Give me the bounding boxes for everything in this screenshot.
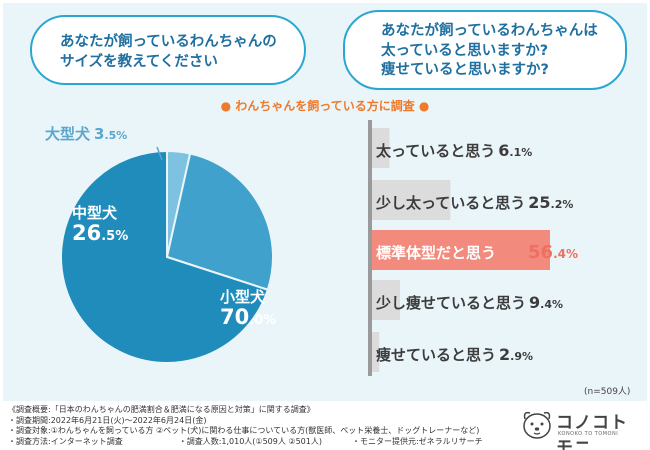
bar-label-slightly-fat: 少し太っていると思う 25.2% bbox=[376, 192, 573, 213]
bar-value-label: 9.4% bbox=[529, 293, 564, 312]
footer-line: ・調査期間:2022年6月21日(火)～2022年6月24日(金) bbox=[8, 415, 207, 425]
bar-label-thin: 痩せていると思う 2.9% bbox=[376, 344, 533, 365]
bar-slightly-fat bbox=[370, 180, 451, 220]
pie-slice-medium bbox=[165, 152, 274, 292]
survey-footer: 《調査概要:「日本のわんちゃんの肥満割合＆肥満になる原因と対策」に関する調査》 … bbox=[8, 405, 483, 447]
survey-target-text: わんちゃんを飼っている方に調査 bbox=[235, 99, 415, 113]
bar-category-label: 少し太っていると思う bbox=[376, 194, 526, 212]
dog-face-icon bbox=[523, 411, 551, 439]
pie-slice-small bbox=[60, 149, 270, 364]
bar-thin bbox=[370, 332, 380, 372]
bar-value-label: 25.2% bbox=[528, 193, 574, 212]
pie-value-label: 70.0% bbox=[220, 304, 277, 329]
dot-icon: ● bbox=[220, 99, 232, 113]
pie-value-label: 26.5% bbox=[72, 220, 129, 245]
bar-label-fat: 太っていると思う 6.1% bbox=[376, 140, 532, 161]
question-text: 太っていると思いますか? bbox=[381, 42, 549, 59]
bar-slightly-thin bbox=[370, 280, 400, 320]
bar-value-label: 2.9% bbox=[499, 345, 534, 364]
sample-size-note: (n=509人) bbox=[584, 387, 631, 397]
logo-text: コノコトモニ bbox=[556, 413, 628, 450]
bar-fat bbox=[370, 128, 390, 168]
bar-category-label: 標準体型だと思う bbox=[376, 244, 497, 262]
bar-value-label: 56.4% bbox=[528, 242, 579, 263]
pie-label-large: 大型犬 3.5% bbox=[45, 125, 127, 143]
pie-label-small: 小型犬 70.0% bbox=[220, 289, 276, 329]
footer-line: ・調査方法:インターネット調査 ・調査人数:1,010人(①509人 ②501人)… bbox=[8, 436, 483, 446]
pie-label-medium: 中型犬 26.5% bbox=[72, 205, 128, 245]
bar-category-label: 痩せていると思う bbox=[376, 346, 497, 364]
pie-category-label: 大型犬 bbox=[45, 125, 91, 143]
question-text: あなたが飼っているわんちゃんは bbox=[381, 23, 598, 39]
footer-line: ・調査対象:①わんちゃんを飼っている方 ②ペット(犬)に関わる仕事についている方… bbox=[8, 426, 480, 435]
survey-target-label: ● わんちゃんを飼っている方に調査 ● bbox=[0, 97, 650, 114]
question-bubble-body-type: あなたが飼っているわんちゃんは 太っていると思いますか? 痩せていると思いますか… bbox=[343, 10, 627, 90]
bar-category-label: 太っていると思う bbox=[376, 142, 496, 160]
question-text: 痩せていると思いますか? bbox=[381, 62, 549, 79]
logo-subtext: KONOKO TO TOMONI bbox=[558, 431, 619, 437]
question-bubble-size: あなたが飼っているわんちゃんの サイズを教えてください bbox=[30, 15, 306, 85]
bar-label-slightly-thin: 少し痩せていると思う 9.4% bbox=[376, 292, 563, 313]
pie-category-label: 小型犬 bbox=[220, 288, 266, 306]
pie-value-label: 3.5% bbox=[94, 125, 128, 143]
bar-value-label: 6.1% bbox=[498, 141, 533, 160]
dot-icon: ● bbox=[418, 99, 430, 113]
question-text: あなたが飼っているわんちゃんの bbox=[60, 34, 277, 50]
footer-line: 《調査概要:「日本のわんちゃんの肥満割合＆肥満になる原因と対策」に関する調査》 bbox=[8, 405, 315, 414]
bar-label-standard: 標準体型だと思う 56.4% bbox=[376, 242, 578, 263]
bar-category-label: 少し痩せていると思う bbox=[376, 294, 527, 312]
brand-logo: コノコトモニ KONOKO TO TOMONI bbox=[520, 405, 640, 450]
question-text: サイズを教えてください bbox=[60, 53, 218, 70]
bar-standard bbox=[370, 230, 550, 270]
leader-line bbox=[156, 146, 163, 161]
pie-category-label: 中型犬 bbox=[72, 204, 118, 222]
